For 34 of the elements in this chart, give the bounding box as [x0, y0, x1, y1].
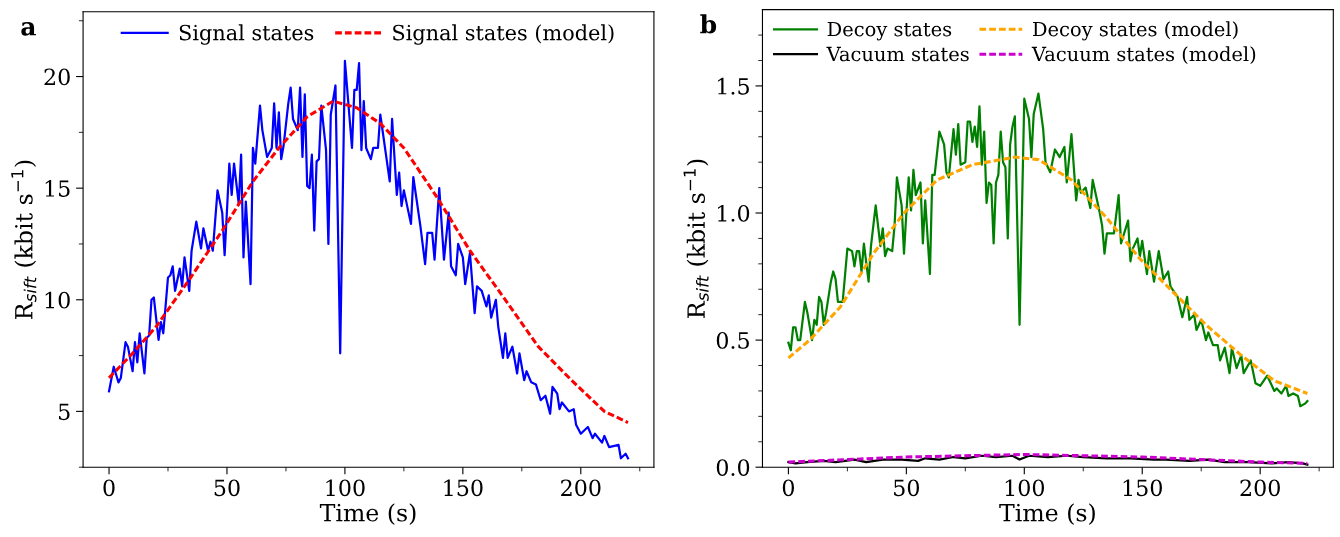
- line-series: [787, 92, 1309, 408]
- legend-label: Signal states (model): [393, 24, 614, 45]
- text: a: [21, 22, 36, 36]
- y-tick-label: 5: [59, 403, 70, 421]
- y-axis-title: R$_{sift}$ (kbit s$^{−1}$): [11, 160, 37, 319]
- x-tick-label: 200: [561, 479, 601, 497]
- y-tick-label: 15: [45, 180, 70, 197]
- x-axis-title: Time (s): [319, 503, 416, 525]
- x-tick-label: 100: [1005, 479, 1045, 497]
- legend-label: Vacuum states (model): [1031, 46, 1256, 65]
- legend-label: Decoy states (model): [1033, 21, 1238, 41]
- x-tick-label: 150: [1123, 479, 1162, 497]
- y-axis-title: R$_{sift}$ (kbit s$^{−1}$): [683, 159, 709, 318]
- x-axis-title: Time (s): [999, 503, 1095, 525]
- y-tick-label: 20: [44, 68, 70, 86]
- legend-label: Vacuum states: [826, 46, 969, 62]
- y-tick-label: 0.0: [716, 459, 750, 476]
- line-series: [107, 99, 630, 425]
- x-tick-label: 200: [1240, 479, 1280, 497]
- legend-label: Signal states: [179, 24, 314, 45]
- y-tick-label: 1.0: [718, 204, 750, 222]
- x-tick-label: 0: [782, 479, 794, 497]
- x-tick-label: 0: [103, 479, 115, 497]
- text: b: [700, 14, 717, 34]
- x-tick-label: 150: [444, 479, 483, 497]
- y-tick-label: 1.5: [718, 77, 749, 95]
- legend-label: Decoy states: [827, 21, 952, 41]
- x-tick-label: 100: [326, 479, 365, 497]
- x-tick-label: 50: [214, 479, 240, 497]
- x-tick-label: 50: [894, 479, 920, 497]
- line-series: [107, 59, 630, 460]
- y-tick-label: 10: [45, 291, 70, 309]
- line-series: [786, 155, 1309, 396]
- y-tick-label: 0.5: [716, 332, 749, 349]
